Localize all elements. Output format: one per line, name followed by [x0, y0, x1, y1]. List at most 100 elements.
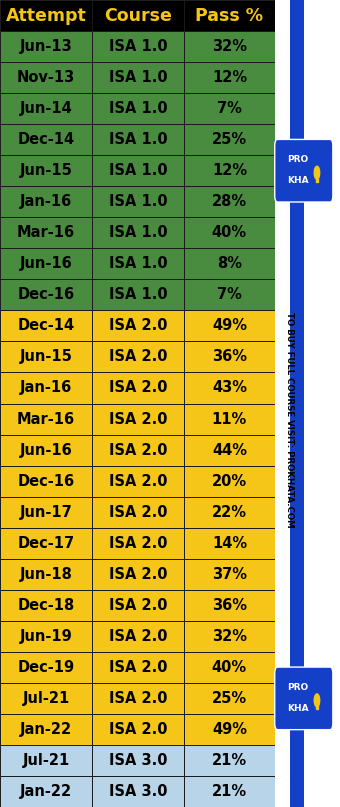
Bar	[275, 0, 340, 807]
Bar	[92, 217, 184, 249]
Bar	[184, 217, 275, 249]
Bar	[0, 558, 92, 590]
Bar	[316, 700, 318, 709]
Bar	[92, 404, 184, 434]
Bar	[184, 558, 275, 590]
Text: ISA 2.0: ISA 2.0	[109, 629, 167, 644]
Text: ISA 1.0: ISA 1.0	[109, 257, 167, 271]
Bar	[184, 528, 275, 558]
Bar	[92, 155, 184, 186]
Bar	[184, 31, 275, 62]
Text: 32%: 32%	[212, 39, 247, 54]
Bar	[0, 652, 92, 683]
Text: Jun-16: Jun-16	[20, 442, 72, 458]
Text: 25%: 25%	[212, 691, 247, 706]
Text: Attempt: Attempt	[6, 6, 86, 24]
Text: ISA 2.0: ISA 2.0	[109, 504, 167, 520]
Bar	[0, 249, 92, 279]
Text: Jun-13: Jun-13	[20, 39, 72, 54]
Bar	[92, 621, 184, 652]
Text: ISA 2.0: ISA 2.0	[109, 412, 167, 427]
Bar	[184, 466, 275, 496]
Text: ISA 1.0: ISA 1.0	[109, 39, 167, 54]
Text: Mar-16: Mar-16	[17, 225, 75, 240]
Text: PRO: PRO	[287, 155, 308, 165]
Text: ISA 2.0: ISA 2.0	[109, 598, 167, 613]
Bar	[92, 279, 184, 311]
Text: Dec-14: Dec-14	[17, 132, 74, 147]
Text: ISA 2.0: ISA 2.0	[109, 722, 167, 737]
Bar	[184, 404, 275, 434]
Bar	[184, 652, 275, 683]
Bar	[92, 249, 184, 279]
Text: ISA 1.0: ISA 1.0	[109, 70, 167, 85]
Bar	[184, 0, 275, 31]
Text: ISA 1.0: ISA 1.0	[109, 163, 167, 178]
Bar	[92, 93, 184, 124]
Text: Jan-22: Jan-22	[20, 784, 72, 799]
Bar	[0, 186, 92, 217]
FancyBboxPatch shape	[275, 667, 333, 730]
Text: ISA 2.0: ISA 2.0	[109, 474, 167, 488]
Bar	[92, 62, 184, 93]
Bar	[92, 776, 184, 807]
Bar	[184, 434, 275, 466]
Text: 12%: 12%	[212, 163, 247, 178]
Text: 25%: 25%	[212, 132, 247, 147]
Text: Dec-19: Dec-19	[17, 660, 74, 675]
Bar	[0, 373, 92, 404]
Text: Jun-15: Jun-15	[20, 349, 72, 365]
Circle shape	[314, 694, 320, 707]
Text: 12%: 12%	[212, 70, 247, 85]
Bar	[92, 558, 184, 590]
Bar	[92, 311, 184, 341]
Bar	[92, 714, 184, 745]
Text: KHA: KHA	[287, 704, 308, 713]
Bar	[0, 590, 92, 621]
Text: ISA 2.0: ISA 2.0	[109, 380, 167, 395]
Bar	[0, 341, 92, 373]
Bar	[92, 434, 184, 466]
Text: Pass %: Pass %	[195, 6, 264, 24]
Bar	[0, 31, 92, 62]
Text: 49%: 49%	[212, 722, 247, 737]
Bar	[184, 496, 275, 528]
Bar	[92, 341, 184, 373]
Bar	[92, 745, 184, 776]
Bar	[184, 621, 275, 652]
Bar	[184, 745, 275, 776]
Bar	[184, 714, 275, 745]
Bar	[316, 173, 318, 182]
Text: 40%: 40%	[212, 225, 247, 240]
Text: Dec-16: Dec-16	[17, 474, 74, 488]
Text: ISA 1.0: ISA 1.0	[109, 225, 167, 240]
Text: 22%: 22%	[212, 504, 247, 520]
Bar	[0, 683, 92, 714]
Bar	[184, 683, 275, 714]
Bar	[92, 186, 184, 217]
Text: Dec-18: Dec-18	[17, 598, 75, 613]
Bar	[184, 341, 275, 373]
Bar	[0, 0, 92, 31]
Text: 20%: 20%	[212, 474, 247, 488]
Bar	[184, 590, 275, 621]
Bar	[0, 776, 92, 807]
Text: Jun-19: Jun-19	[20, 629, 72, 644]
Bar	[184, 124, 275, 155]
Text: ISA 2.0: ISA 2.0	[109, 567, 167, 582]
Bar	[92, 373, 184, 404]
Text: 49%: 49%	[212, 319, 247, 333]
Text: ISA 3.0: ISA 3.0	[109, 784, 167, 799]
Bar	[92, 528, 184, 558]
FancyBboxPatch shape	[275, 140, 333, 202]
Text: Jul-21: Jul-21	[22, 753, 70, 768]
Text: ISA 2.0: ISA 2.0	[109, 660, 167, 675]
Text: ISA 2.0: ISA 2.0	[109, 536, 167, 550]
Bar	[184, 776, 275, 807]
Text: Jun-14: Jun-14	[20, 101, 72, 116]
Bar	[92, 31, 184, 62]
Text: Jun-17: Jun-17	[20, 504, 72, 520]
Bar	[92, 683, 184, 714]
Bar	[0, 124, 92, 155]
Text: 7%: 7%	[217, 101, 242, 116]
